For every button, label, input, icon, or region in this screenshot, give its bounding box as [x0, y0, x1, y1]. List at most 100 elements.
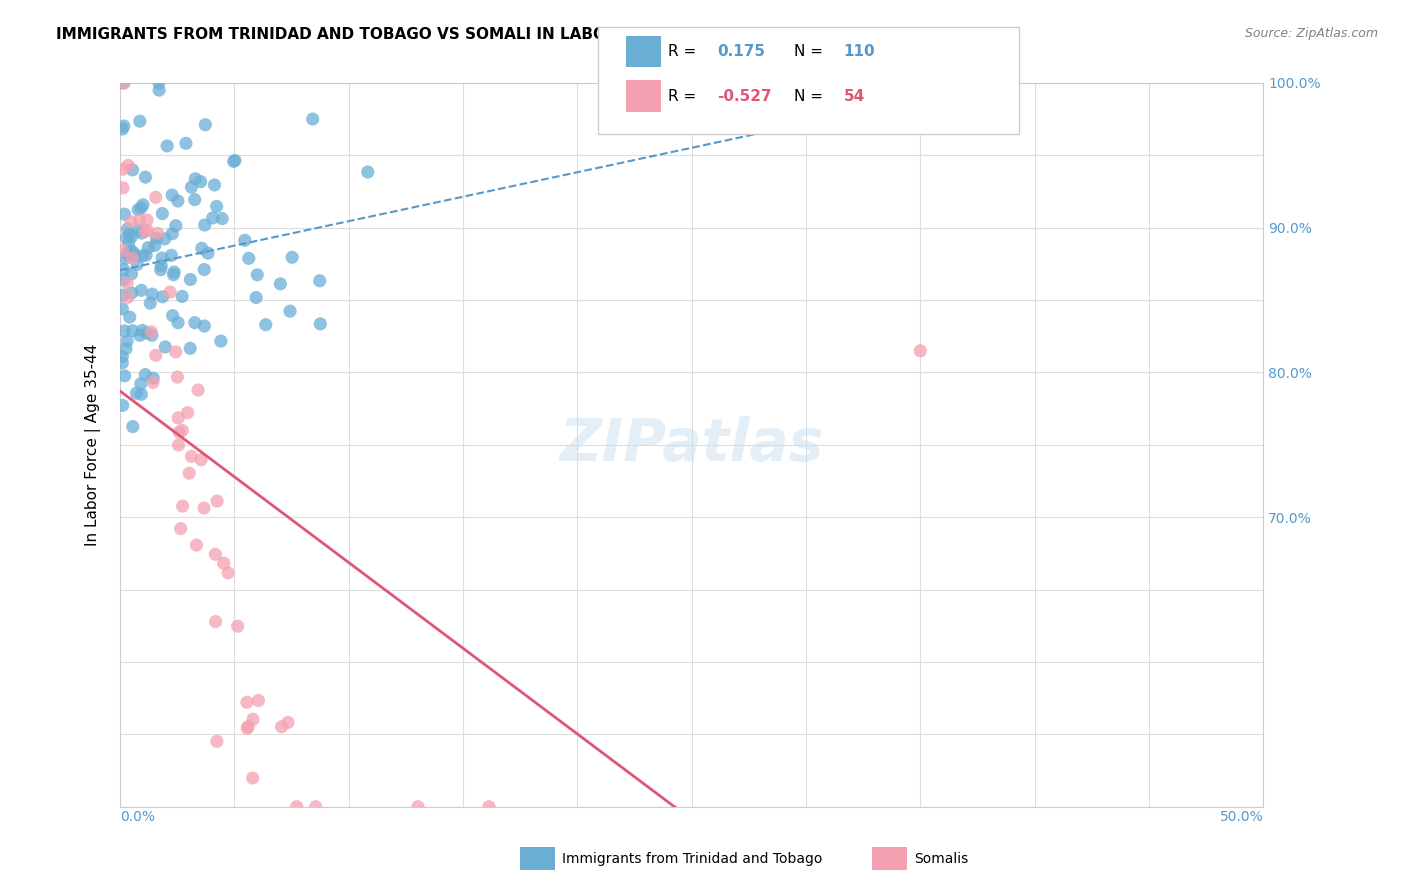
Point [128, 328, 150, 343]
Point [115, 342, 138, 356]
Point [194, 218, 217, 232]
Text: 110: 110 [844, 45, 875, 59]
Text: 0.0%: 0.0% [120, 810, 155, 823]
Point [242, 712, 264, 726]
Point [193, 262, 215, 277]
Point [118, 248, 141, 262]
Point [148, 76, 170, 90]
Point [111, 244, 134, 258]
Point [111, 398, 134, 412]
Point [112, 273, 135, 287]
Point [131, 387, 153, 401]
Point [190, 175, 212, 189]
Point [121, 285, 143, 300]
Point [170, 522, 193, 536]
Point [172, 499, 194, 513]
Point [120, 244, 142, 258]
Point [112, 262, 135, 277]
Point [222, 154, 245, 169]
Text: Source: ZipAtlas.com: Source: ZipAtlas.com [1244, 27, 1378, 40]
Point [160, 248, 183, 262]
Point [204, 547, 226, 561]
Point [165, 344, 187, 359]
Point [121, 162, 143, 177]
Point [121, 251, 143, 265]
Point [211, 211, 233, 226]
Point [134, 170, 156, 185]
Point [111, 350, 134, 364]
Point [238, 719, 260, 733]
Point [478, 799, 501, 814]
Point [134, 224, 156, 238]
Point [156, 139, 179, 153]
Point [184, 316, 207, 330]
Point [150, 251, 173, 265]
Text: 54: 54 [844, 89, 865, 103]
Point [277, 715, 299, 730]
Point [136, 241, 159, 255]
Text: ZIPatlas: ZIPatlas [560, 417, 824, 474]
Point [301, 112, 323, 126]
Point [172, 424, 194, 438]
Point [141, 325, 163, 339]
Point [242, 771, 264, 785]
Point [191, 241, 214, 255]
Point [153, 232, 176, 246]
Point [167, 411, 190, 425]
Point [179, 467, 201, 481]
Point [114, 368, 136, 383]
Point [111, 288, 134, 302]
Y-axis label: In Labor Force | Age 35-44: In Labor Force | Age 35-44 [86, 343, 101, 546]
Point [142, 376, 165, 390]
Point [114, 324, 136, 338]
Point [193, 501, 215, 516]
Point [278, 304, 301, 318]
Point [111, 301, 134, 316]
Point [179, 342, 201, 356]
Point [135, 326, 157, 341]
Point [270, 720, 292, 734]
Point [186, 538, 208, 552]
Text: 0.175: 0.175 [717, 45, 765, 59]
Point [201, 211, 224, 225]
Text: N =: N = [794, 89, 828, 103]
Point [180, 180, 202, 194]
Point [115, 276, 138, 290]
Point [136, 223, 159, 237]
Point [131, 226, 153, 240]
Text: R =: R = [668, 45, 702, 59]
Point [115, 334, 138, 349]
Point [174, 136, 197, 151]
Point [131, 284, 153, 298]
Point [167, 194, 190, 208]
Point [163, 265, 186, 279]
Point [121, 229, 143, 244]
Point [114, 252, 136, 266]
Point [167, 425, 190, 439]
Point [176, 406, 198, 420]
Point [112, 76, 135, 90]
Point [132, 198, 155, 212]
Point [245, 291, 267, 305]
Point [172, 289, 194, 303]
Point [167, 316, 190, 330]
Point [129, 201, 152, 215]
Point [111, 122, 134, 136]
Point [238, 252, 260, 266]
Point [247, 693, 270, 707]
Point [166, 370, 188, 384]
Point [167, 438, 190, 452]
Point [197, 246, 219, 260]
Point [117, 158, 139, 172]
Point [204, 178, 226, 192]
Point [160, 227, 183, 241]
Point [162, 268, 184, 282]
Point [246, 268, 269, 282]
Point [162, 309, 184, 323]
Point [127, 257, 149, 271]
Point [217, 566, 239, 580]
Point [134, 368, 156, 382]
Point [183, 193, 205, 207]
Point [236, 722, 259, 736]
Point [111, 356, 134, 370]
